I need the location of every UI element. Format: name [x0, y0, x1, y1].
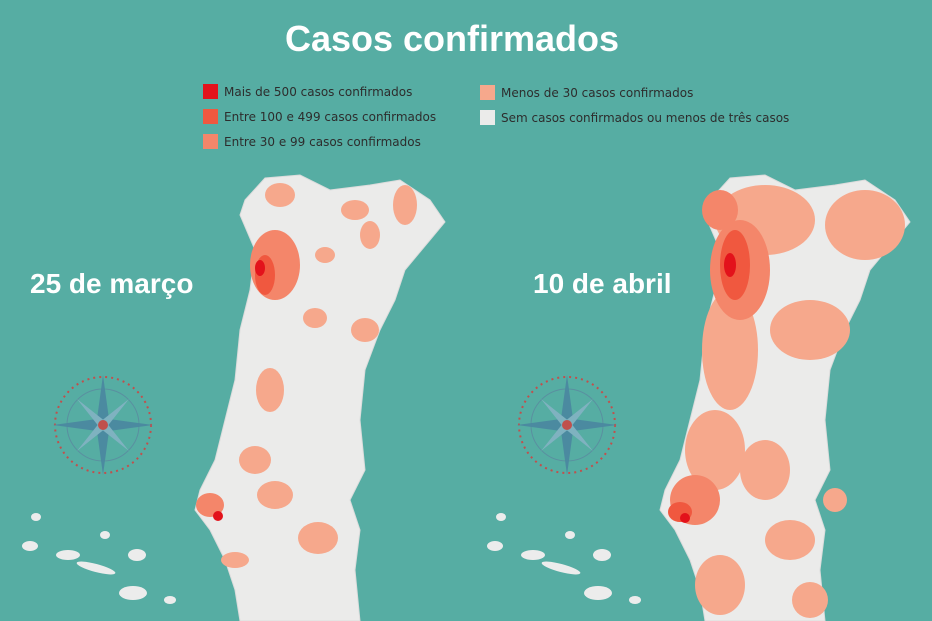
- legend-item: Menos de 30 casos confirmados: [480, 85, 693, 100]
- map-label: 25 de março: [30, 268, 194, 299]
- map-april: [487, 174, 911, 621]
- legend-label: Sem casos confirmados ou menos de três c…: [501, 110, 790, 125]
- map-label: 10 de abril: [533, 268, 672, 299]
- legend-item: Entre 30 e 99 casos confirmados: [203, 134, 421, 149]
- legend-swatch: [203, 84, 218, 99]
- legend-item: Entre 100 e 499 casos confirmados: [203, 109, 436, 124]
- legend-swatch: [480, 110, 495, 125]
- legend-swatch: [203, 109, 218, 124]
- legend-label: Entre 100 e 499 casos confirmados: [224, 109, 437, 124]
- title: Casos confirmados: [284, 18, 620, 59]
- legend-label: Mais de 500 casos confirmados: [224, 84, 413, 99]
- legend-swatch: [203, 134, 218, 149]
- legend-label: Menos de 30 casos confirmados: [501, 85, 694, 100]
- legend-swatch: [480, 85, 495, 100]
- map-march: [22, 174, 446, 621]
- legend-item: Sem casos confirmados ou menos de três c…: [480, 110, 789, 125]
- legend-item: Mais de 500 casos confirmados: [203, 84, 412, 99]
- legend-label: Entre 30 e 99 casos confirmados: [224, 134, 421, 149]
